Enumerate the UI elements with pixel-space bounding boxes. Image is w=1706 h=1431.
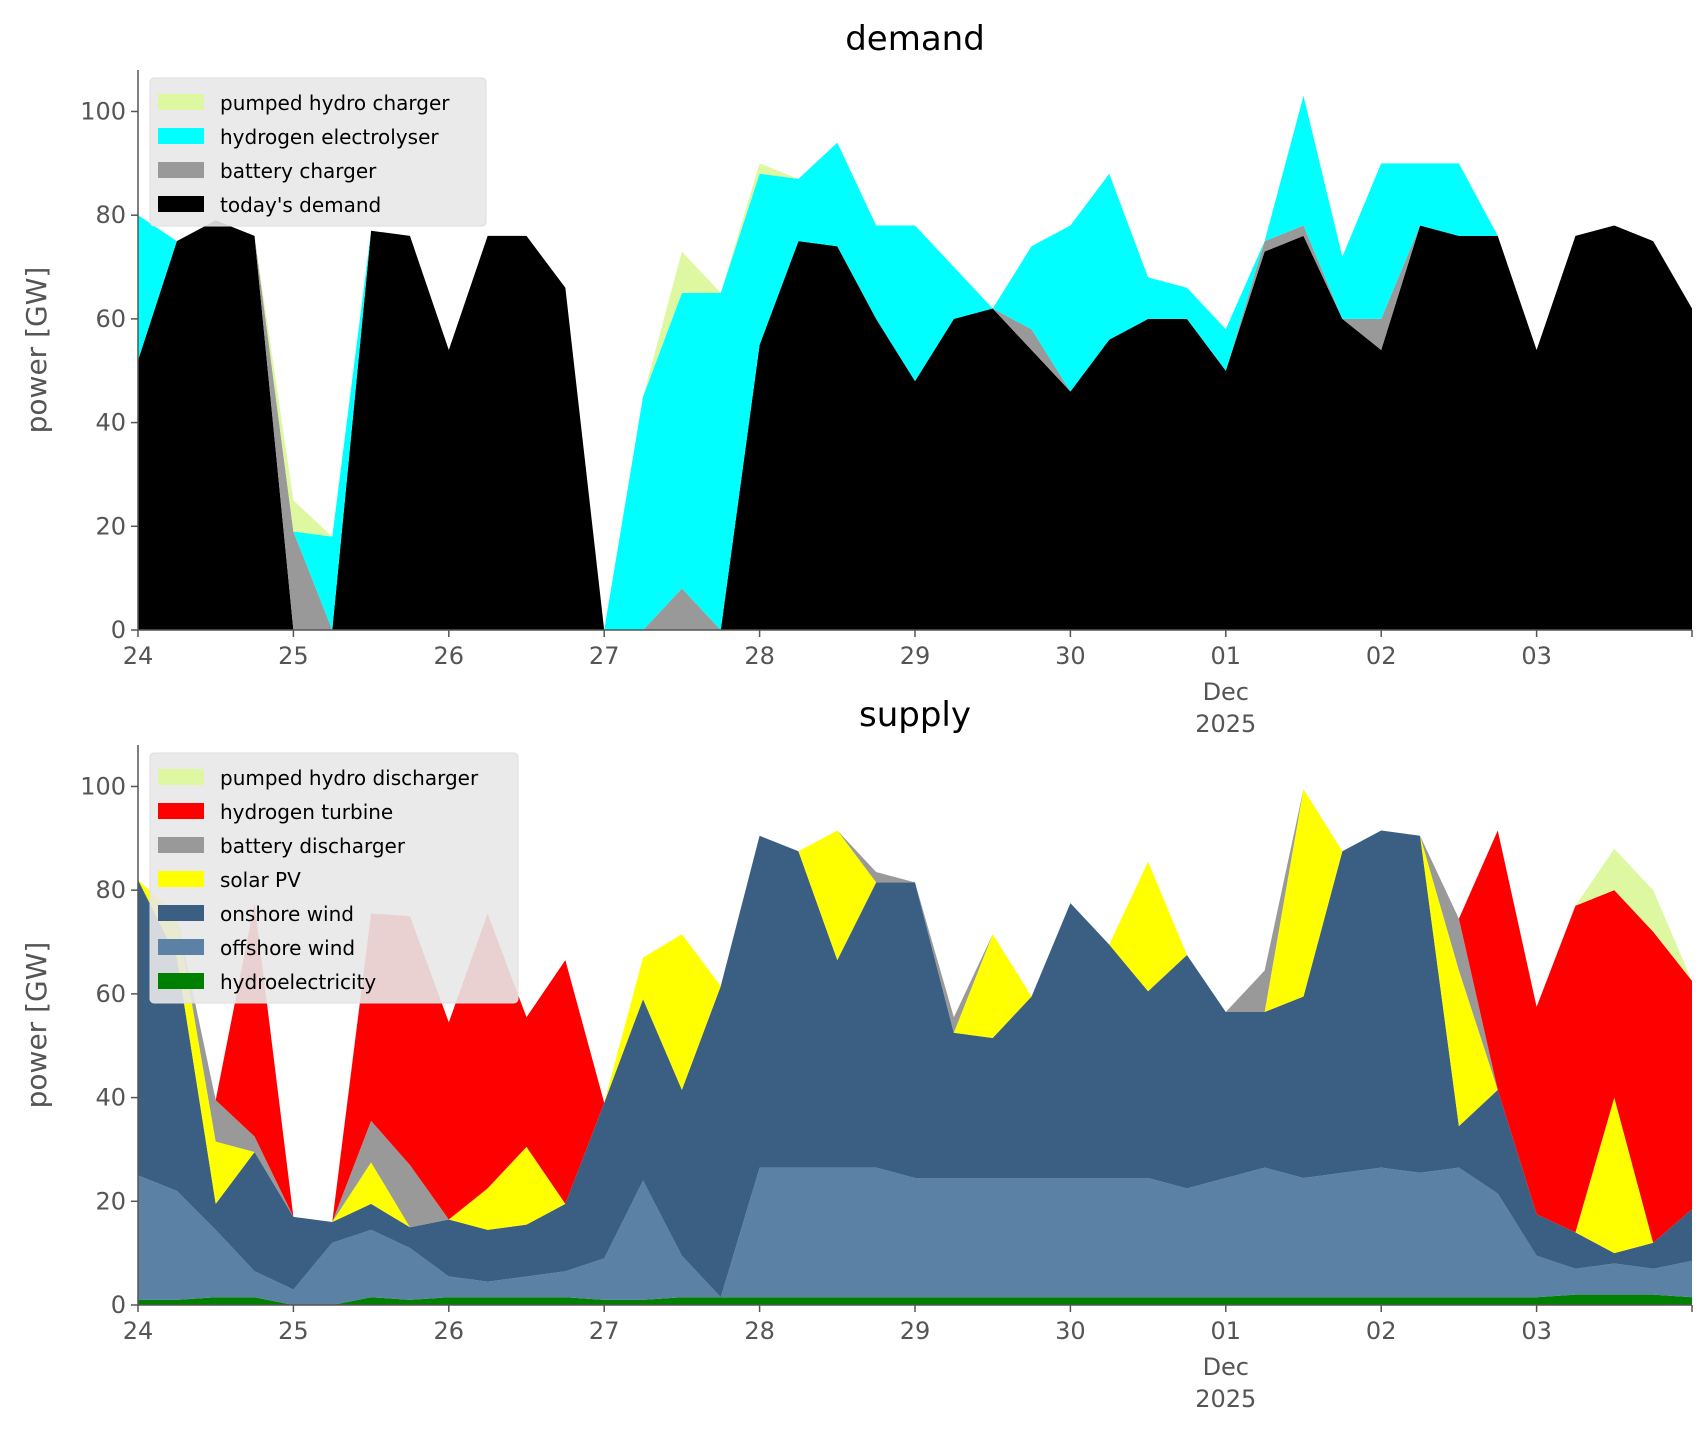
legend-box <box>149 77 487 227</box>
legend: pumped hydro discharger hydrogen turbine b… <box>149 752 519 1004</box>
chart-title: supply <box>859 695 971 735</box>
x-tick-label: 27 <box>589 1317 620 1345</box>
legend-swatch <box>158 162 204 178</box>
x-tick-label: 24 <box>123 1317 154 1345</box>
legend-entry: solar PV <box>220 868 301 892</box>
legend-entry: today's demand <box>220 193 381 217</box>
legend-entry: offshore wind <box>220 936 355 960</box>
y-tick-label: 80 <box>95 201 126 229</box>
legend-swatch <box>158 837 204 853</box>
x-tick-label: 01 <box>1211 642 1242 670</box>
y-tick-label: 100 <box>80 772 126 800</box>
x-tick-label: 26 <box>434 642 465 670</box>
series-area-offshore-wind <box>138 1167 1692 1305</box>
legend-swatch <box>158 128 204 144</box>
legend-swatch <box>158 939 204 955</box>
series-area-onshore-wind <box>138 830 1692 1298</box>
y-axis-label: power [GW] <box>20 267 53 434</box>
x-tick-label: 02 <box>1366 642 1397 670</box>
x-tick-label: 26 <box>434 1317 465 1345</box>
legend-entry: battery charger <box>220 159 377 183</box>
legend-swatch <box>158 871 204 887</box>
legend-swatch <box>158 973 204 989</box>
legend-entry: pumped hydro charger <box>220 91 450 115</box>
x-tick-label: 24 <box>123 642 154 670</box>
y-tick-label: 80 <box>95 876 126 904</box>
legend-entry: hydrogen turbine <box>220 800 393 824</box>
x-tick-sublabel: Dec <box>1203 678 1249 706</box>
x-tick-label: 29 <box>900 642 931 670</box>
series-area-today-s-demand <box>138 220 1692 631</box>
y-tick-label: 20 <box>95 512 126 540</box>
series-area-battery-charger <box>138 220 1692 631</box>
chart-title: demand <box>845 19 985 59</box>
legend-swatch <box>158 803 204 819</box>
legend-entry: hydrogen electrolyser <box>220 125 439 149</box>
series-area-hydrogen-electrolyser <box>138 95 1692 631</box>
legend-box <box>149 752 519 1004</box>
y-tick-label: 40 <box>95 409 126 437</box>
y-tick-label: 100 <box>80 97 126 125</box>
x-tick-label: 28 <box>744 1317 775 1345</box>
legend-swatch <box>158 905 204 921</box>
x-tick-sublabel: 2025 <box>1195 1385 1256 1413</box>
x-tick-label: 27 <box>589 642 620 670</box>
x-tick-label: 25 <box>278 642 309 670</box>
y-tick-label: 0 <box>111 1291 126 1319</box>
legend-swatch <box>158 94 204 110</box>
y-tick-label: 40 <box>95 1084 126 1112</box>
x-tick-label: 03 <box>1521 642 1552 670</box>
series-area-hydrogen-turbine <box>138 789 1692 1243</box>
x-tick-sublabel: Dec <box>1203 1353 1249 1381</box>
x-tick-label: 30 <box>1055 642 1086 670</box>
x-tick-label: 28 <box>744 642 775 670</box>
y-axis-label: power [GW] <box>20 942 53 1109</box>
series-area-solar-pv <box>138 789 1692 1254</box>
x-tick-label: 25 <box>278 1317 309 1345</box>
y-tick-label: 0 <box>111 616 126 644</box>
legend-entry: hydroelectricity <box>220 970 376 994</box>
x-tick-label: 29 <box>900 1317 931 1345</box>
y-tick-label: 20 <box>95 1187 126 1215</box>
x-tick-sublabel: 2025 <box>1195 710 1256 738</box>
legend-entry: onshore wind <box>220 902 354 926</box>
x-tick-label: 01 <box>1211 1317 1242 1345</box>
legend-entry: pumped hydro discharger <box>220 766 479 790</box>
y-tick-label: 60 <box>95 980 126 1008</box>
legend: pumped hydro charger hydrogen electrolyse… <box>149 77 487 227</box>
x-tick-label: 02 <box>1366 1317 1397 1345</box>
x-tick-label: 30 <box>1055 1317 1086 1345</box>
x-tick-label: 03 <box>1521 1317 1552 1345</box>
legend-swatch <box>158 196 204 212</box>
legend-swatch <box>158 769 204 785</box>
y-tick-label: 60 <box>95 305 126 333</box>
legend-entry: battery discharger <box>220 834 406 858</box>
